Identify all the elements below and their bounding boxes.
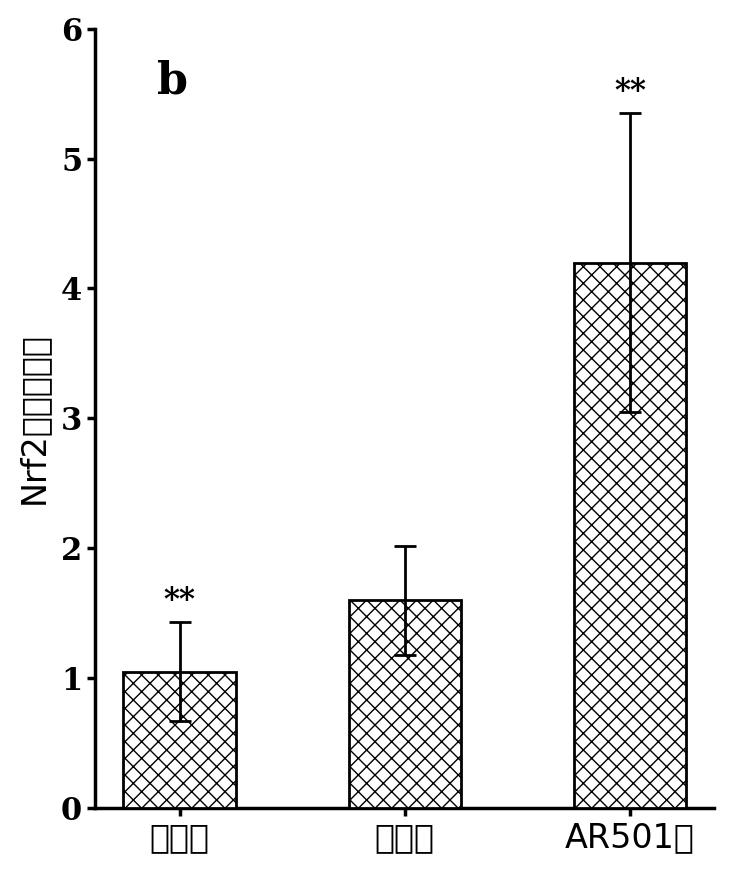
Text: b: b — [157, 60, 189, 103]
Bar — [574, 262, 686, 808]
Y-axis label: Nrf2相对表达量: Nrf2相对表达量 — [17, 333, 50, 504]
Bar — [124, 672, 236, 808]
Text: **: ** — [614, 76, 646, 106]
Text: **: ** — [164, 584, 196, 616]
Bar — [349, 600, 461, 808]
